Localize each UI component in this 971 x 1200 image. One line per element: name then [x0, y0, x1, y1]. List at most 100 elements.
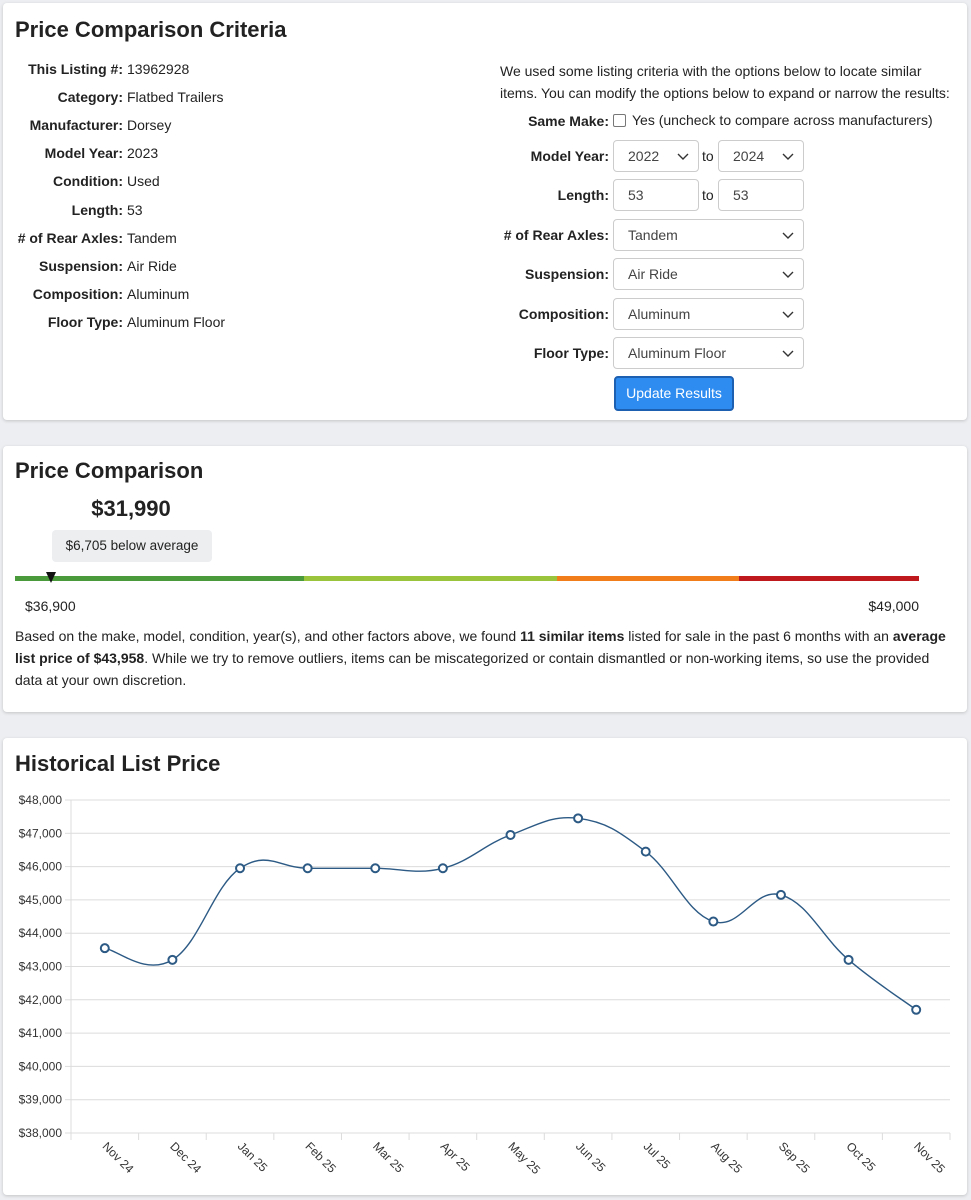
criteria-panel: Price Comparison Criteria This Listing #… [3, 3, 967, 420]
intro: We used some listing criteria with the o… [500, 63, 950, 101]
summary-part: . While we try to remove outliers, items… [15, 650, 930, 688]
select[interactable]: Air Ride [613, 258, 804, 290]
to-label: to [702, 148, 714, 164]
gauge-segment [15, 576, 304, 581]
checkbox-label: Yes (uncheck to compare across manufactu… [632, 112, 933, 128]
y-tick-label: $44,000 [19, 926, 63, 940]
field-label: Condition: [53, 173, 123, 190]
x-tick-label: Jul 25 [641, 1139, 674, 1172]
filter-label: Floor Type: [533, 345, 609, 361]
to-label: to [702, 187, 714, 203]
y-tick-label: $38,000 [19, 1126, 63, 1140]
panel-title: Price Comparison Criteria [15, 17, 287, 42]
point [235, 863, 246, 874]
price-difference: $6,705 below average [52, 530, 212, 562]
x-tick-label: Jun 25 [573, 1139, 609, 1175]
point [573, 813, 584, 824]
summary-part: Based on the make, model, condition, yea… [15, 628, 521, 644]
field-value: Air Ride [127, 257, 177, 274]
price-panel: Price Comparison $31,990 $6,705 below av… [3, 446, 967, 712]
field-value: Dorsey [127, 117, 172, 134]
field-label: Model Year: [44, 145, 123, 162]
summary-part: 11 similar items [520, 628, 625, 644]
field-value: 53 [127, 201, 143, 218]
gauge [15, 572, 919, 583]
x-tick-label: Aug 25 [708, 1139, 745, 1176]
point [437, 863, 448, 874]
field-label: Composition: [32, 285, 123, 302]
x-tick-label: Mar 25 [370, 1139, 407, 1176]
filter-label: Suspension: [524, 266, 609, 282]
field-label: Suspension: [38, 257, 123, 274]
y-tick-label: $47,000 [19, 826, 63, 840]
field-value: Used [127, 173, 160, 190]
gauge-marker [46, 572, 56, 583]
point [302, 863, 313, 874]
point [99, 943, 110, 954]
field-value: Flatbed Trailers [127, 89, 224, 106]
x-tick-label: Nov 25 [911, 1139, 948, 1176]
x-tick-label: Dec 24 [167, 1139, 204, 1176]
gauge-segment [739, 576, 919, 581]
select[interactable]: 2024 [718, 140, 804, 172]
field-label: # of Rear Axles: [17, 229, 123, 246]
x-tick-label: Nov 24 [100, 1139, 137, 1176]
gauge-segment [557, 576, 739, 581]
x-tick-label: May 25 [505, 1139, 543, 1177]
point [640, 846, 651, 857]
select[interactable]: Tandem [613, 219, 804, 251]
y-tick-label: $48,000 [19, 793, 63, 807]
input[interactable]: 53 [613, 179, 699, 211]
field-label: Manufacturer: [29, 117, 123, 134]
y-tick-label: $45,000 [19, 893, 63, 907]
field-label: Length: [71, 201, 123, 218]
field-value: 13962928 [127, 61, 190, 77]
y-tick-label: $46,000 [19, 860, 63, 874]
select[interactable]: Aluminum [613, 298, 804, 330]
price: $31,990 [91, 496, 171, 521]
point [708, 916, 719, 927]
y-tick-label: $42,000 [19, 993, 63, 1007]
select[interactable]: Aluminum Floor [613, 337, 804, 369]
x-tick-label: Apr 25 [438, 1139, 473, 1174]
line [104, 816, 917, 1011]
field-value: 2023 [127, 145, 159, 162]
point [843, 954, 854, 965]
select[interactable]: 2022 [613, 140, 699, 172]
y-tick-label: $41,000 [19, 1026, 63, 1040]
x-tick-label: Sep 25 [776, 1139, 813, 1176]
panel-title: Price Comparison [15, 458, 204, 483]
input[interactable]: 53 [718, 179, 804, 211]
filter-label: Model Year: [530, 148, 609, 164]
gauge-segment [304, 576, 557, 581]
scale-max: $49,000 [868, 598, 919, 614]
x-tick-label: Oct 25 [843, 1139, 878, 1174]
point [775, 889, 786, 900]
point [505, 829, 516, 840]
point [911, 1004, 922, 1015]
summary-part: listed for sale in the past 6 months wit… [624, 628, 893, 644]
field-label: This Listing #: [28, 61, 123, 77]
history-panel: Historical List Price $38,000 $39,000 $40,… [3, 738, 967, 1195]
field-label: Floor Type: [47, 313, 123, 330]
y-tick-label: $43,000 [19, 960, 63, 974]
filter-label: Composition: [518, 306, 609, 322]
summary: Based on the make, model, condition, yea… [15, 625, 955, 691]
x-tick-label: Feb 25 [303, 1139, 340, 1176]
scale-min: $36,900 [25, 598, 76, 614]
panel-title: Historical List Price [15, 751, 221, 776]
update-button[interactable]: Update Results [614, 376, 734, 411]
filter-label: # of Rear Axles: [503, 227, 609, 243]
filter-label: Same Make: [528, 113, 609, 129]
field-label: Category: [57, 89, 123, 106]
field-value: Aluminum Floor [127, 313, 226, 330]
filter-label: Length: [557, 187, 609, 203]
checkbox[interactable] [613, 114, 626, 127]
y-tick-label: $40,000 [19, 1059, 63, 1073]
x-tick-label: Jan 25 [235, 1139, 271, 1175]
field-value: Tandem [127, 229, 177, 246]
field-value: Aluminum [127, 285, 190, 302]
point [167, 954, 178, 965]
